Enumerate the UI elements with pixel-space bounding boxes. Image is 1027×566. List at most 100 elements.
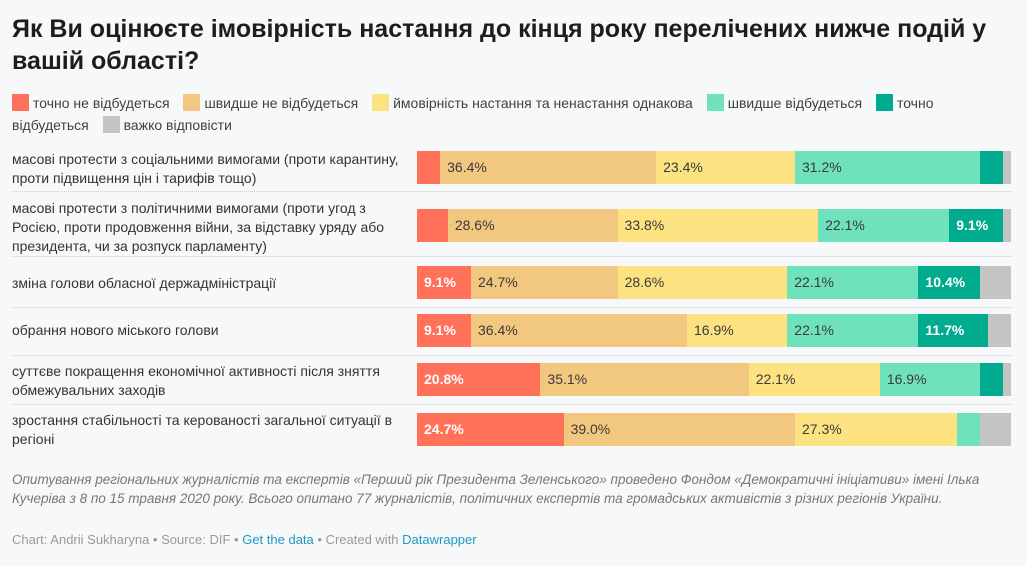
- legend-label: ймовірність настання та ненастання однак…: [393, 95, 693, 111]
- legend-label: точно відбудеться: [12, 95, 934, 133]
- legend-label: точно не відбудеться: [33, 95, 170, 111]
- bar-segment: [1003, 363, 1011, 396]
- legend-item: ймовірність настання та ненастання однак…: [372, 94, 693, 111]
- row-divider: [12, 191, 1011, 192]
- stacked-bar: 9.1% 24.7% 28.6% 22.1% 10.4%: [417, 266, 1011, 299]
- data-label: 28.6%: [454, 217, 495, 233]
- data-label: 23.4%: [663, 159, 703, 175]
- bar-segment: 9.1%: [417, 314, 471, 347]
- data-label: 22.1%: [755, 371, 796, 387]
- data-label: 9.1%: [956, 217, 989, 233]
- datawrapper-link[interactable]: Datawrapper: [402, 532, 477, 547]
- data-label: 9.1%: [424, 274, 456, 290]
- data-label: 22.1%: [794, 322, 834, 338]
- data-label: 39.0%: [570, 421, 611, 437]
- bar-segment: 27.3%: [794, 413, 957, 446]
- bar-segment: [1003, 151, 1011, 184]
- row-label: зростання стабільності та керованості за…: [12, 412, 393, 447]
- bar-segment: 16.9%: [879, 363, 981, 396]
- bar-segment: 23.4%: [656, 151, 795, 184]
- row-label: зміна голови обласної держадміністрації: [12, 275, 277, 291]
- bar-segment: 11.7%: [918, 314, 988, 347]
- bar-segment: 24.7%: [471, 266, 618, 299]
- data-label: 24.7%: [424, 421, 464, 437]
- stacked-bar: 28.6% 33.8% 22.1% 9.1%: [417, 209, 1011, 242]
- stacked-bar: 20.8% 35.1% 22.1% 16.9%: [417, 363, 1011, 396]
- legend-item: швидше відбудеться: [706, 94, 863, 111]
- legend: точно не відбудеться швидше не відбудеть…: [12, 92, 1012, 136]
- data-label: 33.8%: [624, 217, 665, 233]
- data-label: 22.1%: [794, 274, 834, 290]
- bar-segment: 22.1%: [787, 314, 919, 347]
- bar-segment: 20.8%: [417, 363, 541, 396]
- bar-segment: 16.9%: [687, 314, 788, 347]
- chart-credit: Chart: Andrii Sukharyna: [12, 532, 150, 547]
- bar-segment: [980, 266, 1011, 299]
- row-label: суттєве покращення економічної активност…: [12, 363, 380, 398]
- source-credit: Source: DIF: [161, 532, 231, 547]
- data-label: 22.1%: [825, 217, 865, 233]
- row-divider: [12, 256, 1011, 257]
- footer: Chart: Andrii Sukharyna • Source: DIF • …: [12, 532, 477, 547]
- data-label: 36.4%: [478, 322, 518, 338]
- row-label: масові протести з політичними вимогами (…: [12, 200, 385, 254]
- legend-label: швидше відбудеться: [727, 95, 863, 111]
- legend-item: важко відповісти: [102, 116, 232, 133]
- bar-segment: 22.1%: [787, 266, 919, 299]
- data-label: 35.1%: [547, 371, 588, 387]
- bar-segment: [417, 151, 441, 184]
- bar-segment: 36.4%: [440, 151, 657, 184]
- data-label: 9.1%: [424, 322, 456, 338]
- data-label: 28.6%: [624, 274, 665, 290]
- footer-separator: •: [313, 532, 326, 547]
- bar-segment: [417, 209, 448, 242]
- bar-segment: 28.6%: [447, 209, 618, 242]
- stacked-bar: 36.4% 23.4% 31.2%: [417, 151, 1011, 184]
- row-divider: [12, 307, 1011, 308]
- bar-segment: 33.8%: [617, 209, 819, 242]
- bar-segment: [987, 314, 1011, 347]
- legend-swatch: [12, 94, 29, 111]
- bar-segment: [980, 363, 1004, 396]
- data-label: 10.4%: [925, 274, 966, 290]
- legend-swatch: [372, 94, 390, 111]
- row-divider: [12, 355, 1011, 356]
- bar-segment: 9.1%: [949, 209, 1004, 242]
- legend-label: швидше не відбудеться: [204, 95, 359, 111]
- bar-segment: 24.7%: [417, 413, 564, 446]
- legend-swatch: [875, 94, 893, 111]
- data-label: 16.9%: [694, 322, 734, 338]
- chart-notes: Опитування регіональних журналістів та е…: [12, 472, 980, 506]
- bar-segment: 31.2%: [794, 151, 981, 184]
- row-label: обрання нового міського голови: [12, 322, 219, 338]
- bar-segment: 36.4%: [471, 314, 687, 347]
- legend-swatch: [183, 94, 201, 111]
- bar-segment: 9.1%: [417, 266, 471, 299]
- bar-segment: 22.1%: [818, 209, 950, 242]
- legend-item: точно відбудеться: [12, 94, 934, 133]
- row-divider: [12, 404, 1011, 405]
- data-label: 36.4%: [447, 159, 487, 175]
- bar-segment: [980, 413, 1011, 446]
- get-the-data-link[interactable]: Get the data: [242, 532, 314, 547]
- footer-separator: •: [230, 532, 243, 547]
- bar-segment: [1003, 209, 1011, 242]
- data-label: 16.9%: [886, 371, 927, 387]
- bar-segment: [956, 413, 981, 446]
- bar-segment: [980, 151, 1004, 184]
- data-label: 31.2%: [801, 159, 842, 175]
- bar-segment: 10.4%: [918, 266, 981, 299]
- legend-swatch: [102, 116, 120, 133]
- data-label: 20.8%: [424, 371, 464, 387]
- legend-label: важко відповісти: [123, 117, 232, 133]
- data-label: 24.7%: [478, 274, 518, 290]
- created-with-text: Created with: [325, 532, 403, 547]
- bar-segment: 28.6%: [617, 266, 788, 299]
- data-label: 11.7%: [925, 322, 965, 338]
- legend-item: швидше не відбудеться: [183, 94, 359, 111]
- bar-segment: 35.1%: [540, 363, 749, 396]
- bar-segment: 22.1%: [748, 363, 880, 396]
- data-label: 27.3%: [801, 421, 842, 437]
- stacked-bar: 24.7% 39.0% 27.3%: [417, 413, 1011, 446]
- footer-separator: •: [149, 532, 162, 547]
